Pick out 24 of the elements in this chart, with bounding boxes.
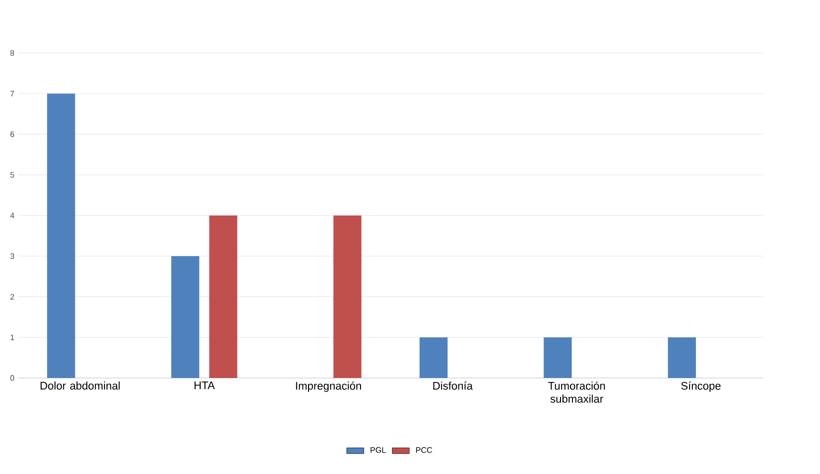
x-tick-label: Disfonía: [433, 382, 473, 390]
x-tick-label: Síncope: [681, 382, 721, 392]
y-tick-label: 0: [10, 375, 14, 381]
y-tick-label: 4: [10, 212, 14, 218]
y-tick-label: 1: [10, 334, 14, 340]
y-tick-label: 3: [10, 253, 14, 259]
x-tick-label: Tumoración submaxilar: [548, 382, 605, 403]
bar: [171, 256, 200, 378]
x-tick-label: Impregnación: [296, 382, 362, 392]
bar: [420, 337, 448, 378]
y-tick-label: 5: [10, 172, 14, 178]
bar: [668, 337, 696, 378]
bar: [47, 94, 76, 378]
x-tick-label: Dolor abdominal: [40, 382, 120, 390]
bar: [333, 215, 362, 378]
legend-label: PCC: [416, 447, 432, 453]
bar: [209, 215, 238, 378]
y-tick-label: 2: [10, 294, 14, 300]
y-tick-label: 8: [10, 50, 14, 56]
bar: [544, 337, 572, 378]
x-tick-label: HTA: [194, 382, 215, 390]
y-tick-label: 6: [10, 131, 14, 138]
y-tick-label: 7: [10, 90, 14, 96]
legend-label: PGL: [370, 447, 386, 453]
